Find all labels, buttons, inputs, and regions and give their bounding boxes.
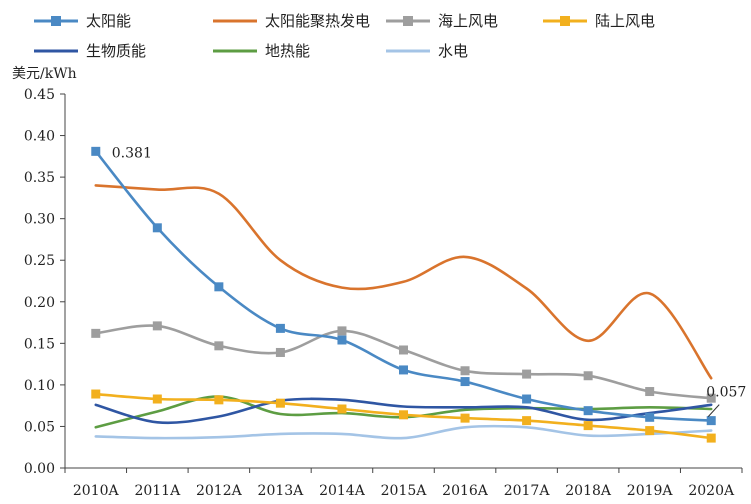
legend-label: 陆上风电: [595, 12, 655, 30]
y-tick-label: 0.00: [24, 461, 55, 477]
series-1-group: [91, 146, 716, 426]
y-tick-label: 0.10: [24, 378, 55, 394]
series-4-point: [460, 413, 470, 423]
series-1-point: [460, 377, 470, 387]
x-tick-label: 2013A: [258, 483, 305, 499]
series-4-point: [91, 389, 101, 399]
legend-item-5: 生物质能: [34, 42, 146, 60]
series-4-point: [583, 421, 593, 431]
legend-item-2: 太阳能聚热发电: [213, 12, 370, 30]
chart-annotations: 0.381 0.057: [112, 145, 746, 417]
y-tick-label: 0.05: [24, 419, 55, 435]
series-4-point: [706, 433, 716, 443]
y-tick-label: 0.20: [24, 295, 55, 311]
legend-label: 生物质能: [86, 42, 146, 60]
series-3-point: [275, 347, 285, 357]
legend-item-7: 水电: [386, 42, 468, 60]
series-3-point: [152, 321, 162, 331]
series-7-line: [94, 424, 713, 440]
series-4-point: [645, 426, 655, 436]
legend-label: 太阳能聚热发电: [265, 12, 370, 30]
series-1-point: [214, 282, 224, 292]
annotation-leader: [707, 404, 720, 417]
series-2-group: [94, 184, 713, 380]
series-1-point: [91, 146, 101, 156]
series-3-point: [583, 371, 593, 381]
x-tick-label: 2016A: [442, 483, 489, 499]
y-tick-label: 0.40: [24, 129, 55, 145]
series-3-point: [91, 328, 101, 338]
y-tick-label: 0.15: [24, 336, 55, 352]
chart-axes: [64, 94, 742, 469]
series-7-group: [94, 424, 713, 440]
y-tick-label: 0.45: [24, 87, 55, 103]
series-3-point: [337, 326, 347, 336]
series-1-point: [583, 406, 593, 416]
y-tick-label: 0.35: [24, 170, 55, 186]
series-3-point: [522, 369, 532, 379]
x-tick-label: 2015A: [381, 483, 428, 499]
legend-item-6: 地热能: [213, 42, 310, 60]
y-tick-label: 0.25: [24, 253, 55, 269]
series-3-point: [214, 341, 224, 351]
x-tick-label: 2014A: [319, 483, 366, 499]
legend-label: 太阳能: [86, 12, 131, 30]
series-3-point: [399, 345, 408, 355]
series-3-point: [706, 393, 716, 403]
y-tick-label: 0.30: [24, 212, 55, 228]
series-5-group: [94, 397, 713, 425]
y-axis-label: 美元/kWh: [12, 66, 77, 82]
series-1-point: [706, 416, 716, 426]
x-tick-label: 2010A: [73, 483, 120, 499]
series-1-point: [522, 394, 532, 404]
x-tick-label: 2017A: [504, 483, 551, 499]
y-axis-ticks: 0.00 0.05 0.10 0.15 0.20 0.25 0.30 0.35 0.40 0.45: [24, 87, 65, 477]
series-3-group: [91, 321, 716, 403]
legend-marker: [560, 16, 570, 26]
legend-marker: [51, 16, 61, 26]
series-4-point: [399, 410, 408, 420]
series-1-line: [94, 150, 713, 422]
legend-item-4: 陆上风电: [543, 12, 655, 30]
series-1-point: [337, 335, 347, 345]
series-4-point: [275, 398, 285, 408]
legend-item-1: 太阳能: [34, 12, 131, 30]
series-1-point: [152, 223, 162, 233]
chart-series: [91, 146, 716, 443]
legend-marker: [403, 16, 413, 26]
x-tick-label: 2018A: [565, 483, 612, 499]
series-4-point: [337, 404, 347, 414]
data-label: 0.057: [706, 385, 746, 401]
series-5-line: [94, 397, 713, 425]
series-3-point: [460, 366, 470, 376]
series-1-point: [399, 365, 408, 375]
x-tick-label: 2011A: [134, 483, 181, 499]
series-2-line: [94, 184, 713, 380]
series-3-line: [94, 324, 713, 400]
x-axis-ticks: 2010A 2011A 2012A 2013A 2014A 2015A 2016A 2017A…: [64, 468, 743, 499]
series-1-point: [275, 323, 285, 333]
series-4-point: [152, 394, 162, 404]
x-tick-label: 2020A: [688, 483, 735, 499]
data-label: 0.381: [112, 145, 152, 161]
series-3-point: [645, 387, 655, 397]
series-4-point: [214, 395, 224, 405]
legend-label: 水电: [438, 42, 468, 60]
x-tick-label: 2012A: [196, 483, 243, 499]
series-4-point: [522, 416, 532, 426]
series-4-group: [91, 389, 716, 443]
legend-label: 海上风电: [438, 12, 498, 30]
x-tick-label: 2019A: [627, 483, 674, 499]
legend-label: 地热能: [265, 42, 310, 60]
series-1-point: [645, 412, 655, 422]
legend-item-3: 海上风电: [386, 12, 498, 30]
